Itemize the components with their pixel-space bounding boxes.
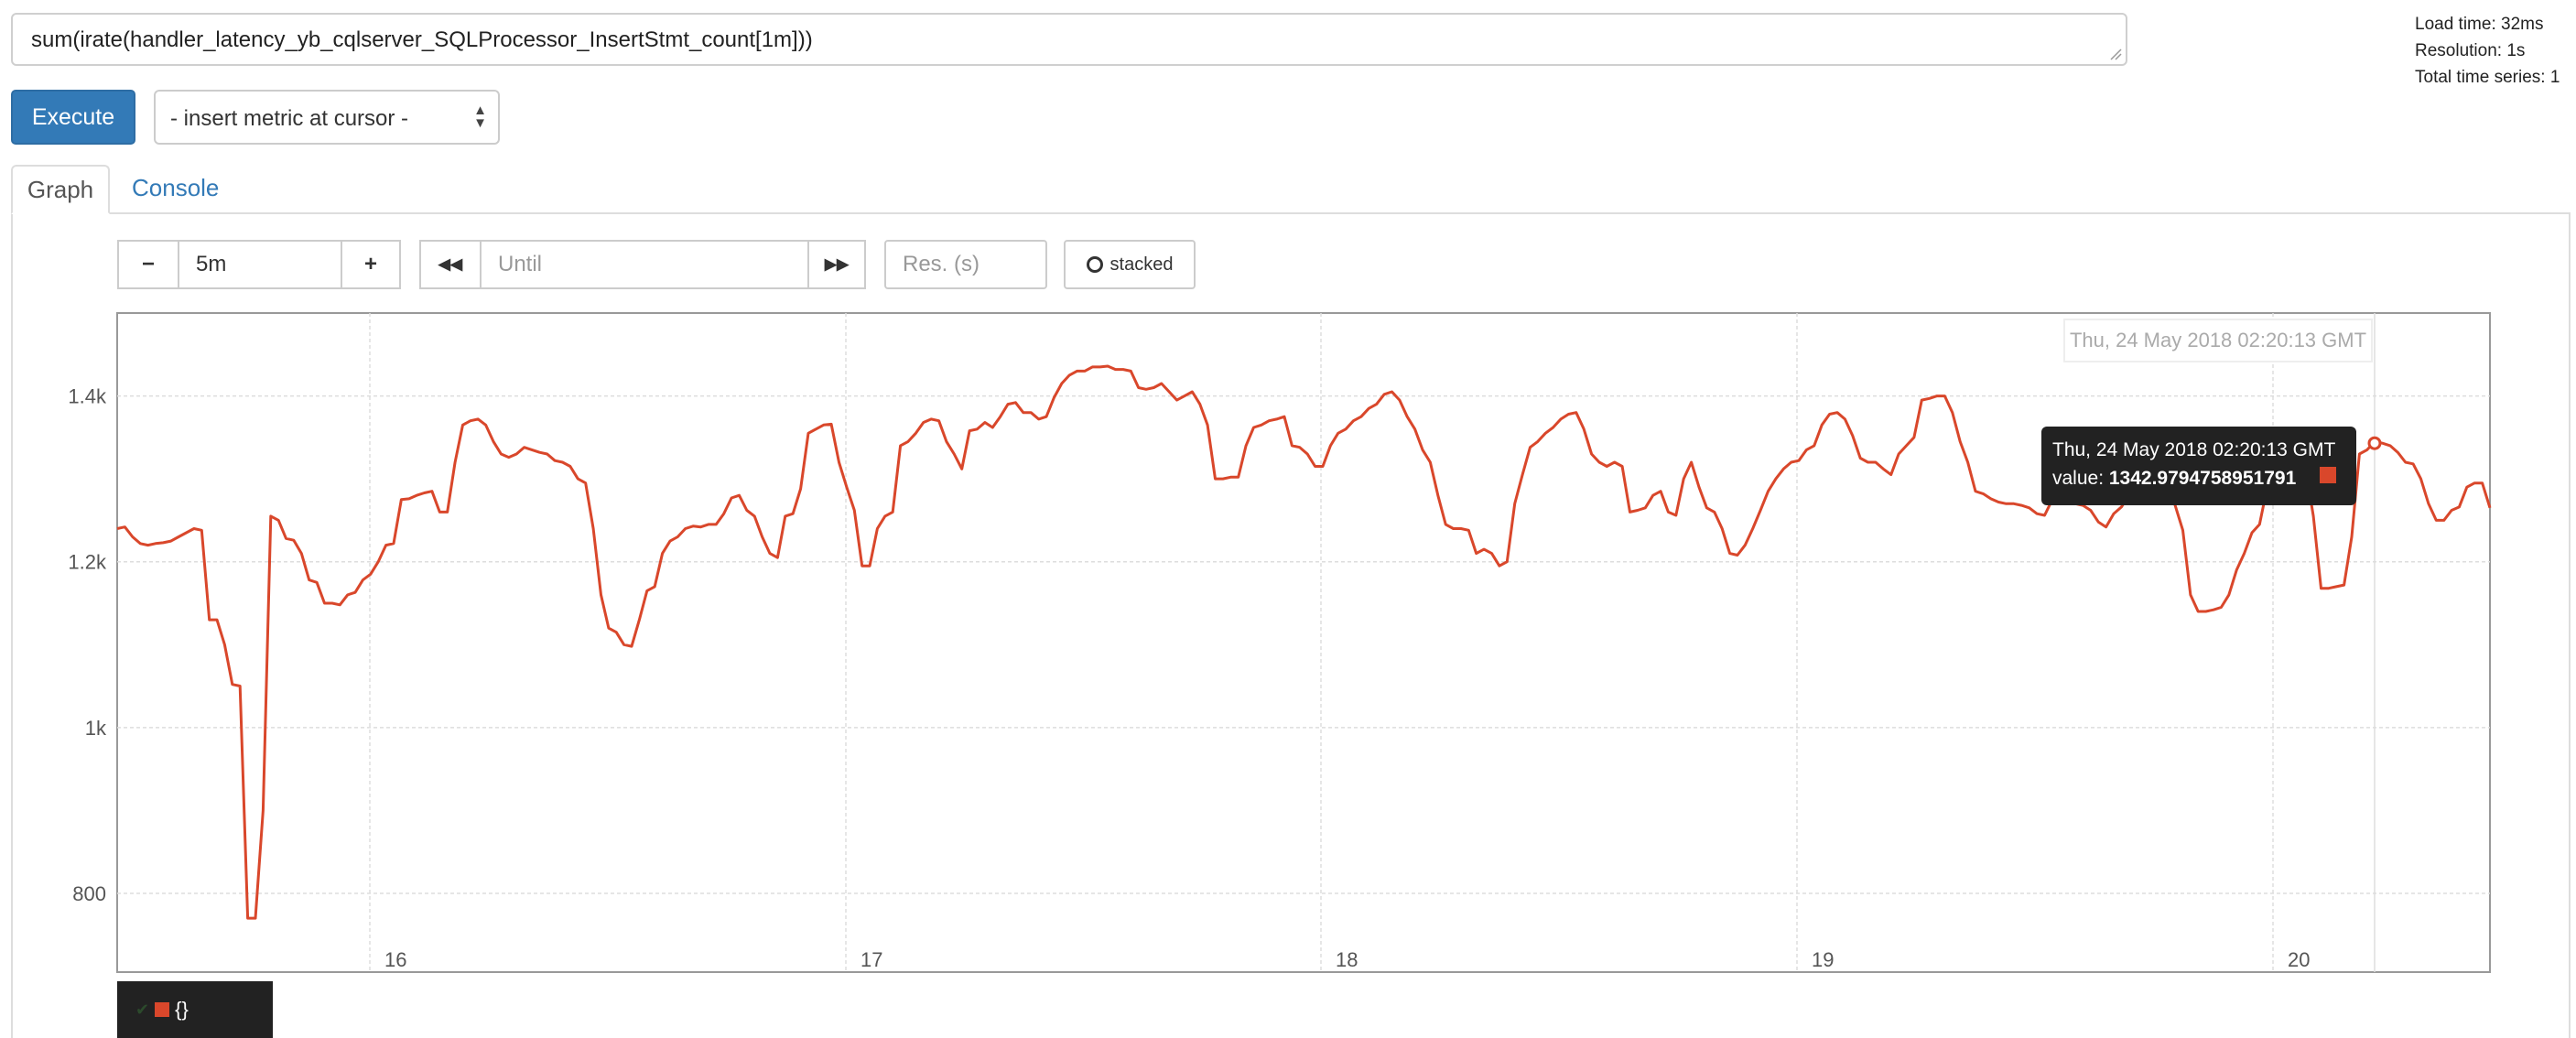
x-tick-label: 18 [1336,948,1358,971]
metric-select[interactable]: - insert metric at cursor - ▲ ▼ [154,90,500,145]
hover-date-label: Thu, 24 May 2018 02:20:13 GMT [2063,319,2373,362]
y-tick-label: 800 [72,882,106,905]
query-stats: Load time: 32ms Resolution: 1s Total tim… [2415,11,2560,91]
range-input[interactable]: 5m [178,240,342,289]
resize-grip-icon[interactable] [2109,48,2122,60]
tabs-divider [110,212,2571,214]
legend[interactable]: ✔ {} [117,981,273,1038]
x-tick-label: 17 [860,948,882,971]
stacked-radio-icon [1086,256,1103,273]
total-series: Total time series: 1 [2415,68,2560,87]
series-line [116,364,2492,920]
tab-graph[interactable]: Graph [11,165,110,214]
resolution: Resolution: 1s [2415,41,2526,60]
tab-console[interactable]: Console [132,174,220,201]
load-time: Load time: 32ms [2415,15,2544,34]
range-decrease-button[interactable]: − [117,240,179,289]
legend-series-label: {} [175,998,189,1021]
tooltip-value-row: value: 1342.9794758951791 [2052,464,2345,492]
hover-point [2367,436,2382,450]
expression-text: sum(irate(handler_latency_yb_cqlserver_S… [31,27,813,52]
tooltip-date: Thu, 24 May 2018 02:20:13 GMT [2052,439,2336,460]
resolution-input[interactable]: Res. (s) [884,240,1047,289]
range-increase-button[interactable]: + [341,240,401,289]
expression-input[interactable]: sum(irate(handler_latency_yb_cqlserver_S… [11,13,2127,66]
stacked-label: stacked [1109,254,1174,275]
y-tick-label: 1.4k [68,385,107,408]
hover-tooltip: Thu, 24 May 2018 02:20:13 GMT value: 134… [2041,427,2356,505]
series-swatch [155,1002,170,1017]
stacked-toggle[interactable]: stacked [1064,240,1196,289]
y-tick-label: 1.2k [68,551,107,574]
x-tick-label: 20 [2288,948,2310,971]
x-tick-label: 19 [1812,948,1834,971]
x-tick-label: 16 [384,948,406,971]
select-arrows-icon: ▲ ▼ [473,103,487,131]
time-back-button[interactable]: ◀◀ [419,240,482,289]
metric-select-value: - insert metric at cursor - [170,106,409,131]
until-input[interactable]: Until [480,240,809,289]
plot-frame [116,312,2491,973]
tooltip-value-prefix: value: [2052,468,2109,489]
time-forward-button[interactable]: ▶▶ [807,240,866,289]
check-icon: ✔ [135,1000,150,1019]
execute-button[interactable]: Execute [11,90,135,145]
y-tick-label: 1k [85,717,107,740]
tooltip-series-swatch [2320,467,2336,483]
graph-panel [11,212,2571,1038]
tooltip-value: 1342.9794758951791 [2108,468,2297,489]
